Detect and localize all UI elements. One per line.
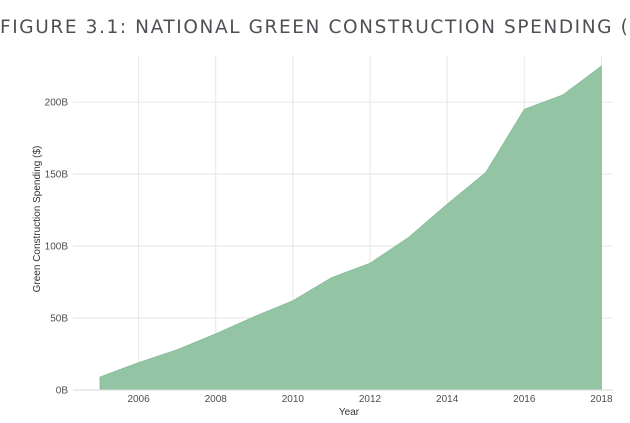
axes: 2006 2008 2010 2012 2014 2016 2018 0B 50B 100B 150…: [45, 98, 613, 405]
y-tick-label: 0B: [56, 386, 69, 397]
y-tick-label: 200B: [45, 98, 69, 109]
x-tick-label: 2008: [205, 394, 228, 405]
y-tick-label: 50B: [50, 314, 68, 325]
plot-area: [99, 65, 602, 391]
area-series: [99, 65, 602, 391]
y-tick-label: 100B: [45, 242, 69, 253]
x-tick-label: 2014: [436, 394, 459, 405]
x-tick-label: 2010: [282, 394, 305, 405]
y-axis-title: Green Construction Spending ($): [32, 146, 43, 293]
x-axis-title: Year: [339, 407, 360, 418]
x-tick-label: 2006: [127, 394, 150, 405]
x-tick-label: 2012: [359, 394, 382, 405]
x-tick-label: 2016: [513, 394, 536, 405]
y-tick-label: 150B: [45, 170, 69, 181]
chart-title: FIGURE 3.1: NATIONAL GREEN CONSTRUCTION …: [0, 17, 630, 38]
x-tick-label: 2018: [590, 394, 613, 405]
